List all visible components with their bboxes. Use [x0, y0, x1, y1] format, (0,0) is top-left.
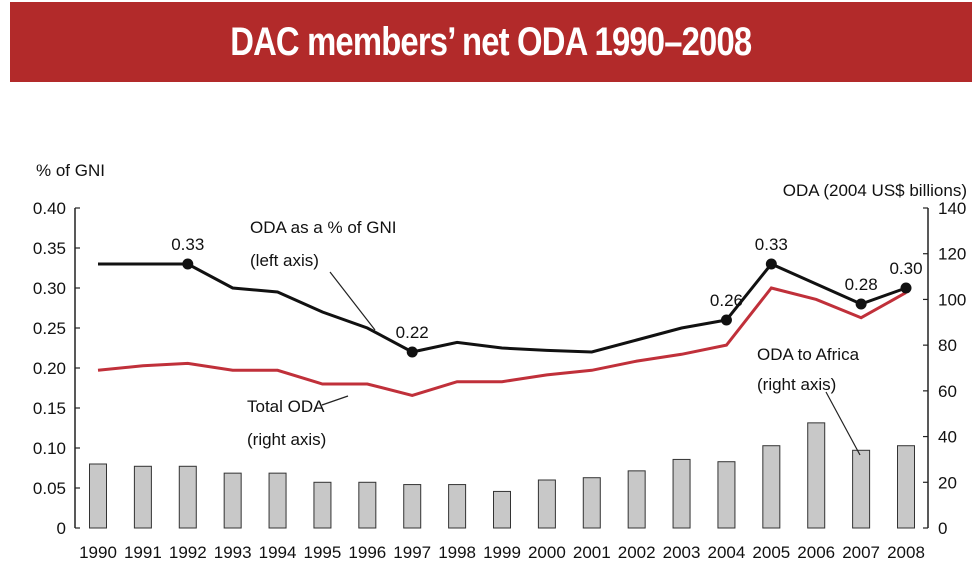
africa-bar: [627, 470, 646, 529]
africa-bar: [762, 445, 781, 529]
africa-bar: [268, 472, 287, 529]
africa-bar: [403, 484, 422, 529]
gni-annotation-line2: (left axis): [250, 251, 319, 270]
x-tick-label: 2002: [618, 543, 656, 562]
africa-bar: [717, 461, 736, 529]
left-tick-label: 0: [57, 519, 66, 538]
x-tick-label: 1996: [348, 543, 386, 562]
x-tick-label: 2005: [752, 543, 790, 562]
left-axis-title: % of GNI: [36, 161, 105, 180]
left-tick-label: 0.10: [33, 439, 66, 458]
africa-bar: [807, 422, 826, 529]
total-leader-line: [321, 395, 349, 406]
africa-bar: [89, 463, 107, 529]
right-tick-label: 80: [938, 336, 957, 355]
x-tick-label: 1992: [169, 543, 207, 562]
right-axis-title: ODA (2004 US$ billions): [783, 181, 967, 200]
right-tick-label: 120: [938, 245, 966, 264]
africa-bar: [672, 458, 691, 529]
gni-leader-line: [329, 271, 376, 331]
x-tick-label: 2008: [887, 543, 925, 562]
right-tick-label: 20: [938, 473, 957, 492]
right-tick-label: 60: [938, 382, 957, 401]
gni-marker: [900, 282, 912, 294]
marked-points: 0.33 0.22 0.26 0.33 0.28 0.30: [171, 235, 923, 358]
left-tick-label: 0.40: [33, 199, 66, 218]
left-tick-label: 0.15: [33, 399, 66, 418]
africa-bar: [313, 481, 332, 529]
gni-point-label: 0.22: [396, 323, 429, 342]
africa-annotation-line2: (right axis): [757, 375, 836, 394]
africa-bars: [89, 422, 915, 529]
x-tick-label: 2006: [797, 543, 835, 562]
left-tick-label: 0.35: [33, 239, 66, 258]
gni-point-label: 0.26: [710, 291, 743, 310]
africa-bar: [448, 484, 467, 529]
chart-title: DAC members’ net ODA 1990–2008: [230, 19, 752, 64]
left-tick-label: 0.05: [33, 479, 66, 498]
africa-bar: [223, 472, 242, 529]
total-annotation-line1: Total ODA: [247, 397, 325, 416]
x-tick-label: 1999: [483, 543, 521, 562]
x-tick-label: 2007: [842, 543, 880, 562]
left-tick-label: 0.30: [33, 279, 66, 298]
total-oda-line: [97, 286, 907, 397]
x-tick-label: 1995: [304, 543, 342, 562]
africa-bar: [582, 477, 601, 529]
gni-marker: [406, 346, 418, 358]
gni-line: [98, 262, 907, 354]
africa-bar: [178, 465, 197, 529]
x-tick-label: 1998: [438, 543, 476, 562]
left-tick-label: 0.20: [33, 359, 66, 378]
total-annotation-line2: (right axis): [247, 430, 326, 449]
annotations: [321, 271, 861, 456]
x-tick-label: 2003: [663, 543, 701, 562]
africa-bar: [493, 490, 511, 529]
right-tick-label: 0: [938, 519, 947, 538]
africa-bar: [897, 445, 915, 529]
gni-point-label: 0.30: [889, 259, 922, 278]
gni-point-label: 0.33: [171, 235, 204, 254]
gni-point-label: 0.28: [845, 275, 878, 294]
gni-annotation-line1: ODA as a % of GNI: [250, 218, 396, 237]
right-tick-label: 140: [938, 199, 966, 218]
gni-point-label: 0.33: [755, 235, 788, 254]
gni-marker: [855, 298, 867, 310]
africa-bar: [537, 479, 556, 529]
africa-annotation-line1: ODA to Africa: [757, 345, 860, 364]
axes: 0 0.05 0.10 0.15 0.20 0.25 0.30 0.35 0.40 0 20 40 60…: [33, 199, 966, 562]
x-tick-label: 1990: [79, 543, 117, 562]
x-tick-label: 2001: [573, 543, 611, 562]
x-tick-label: 1997: [393, 543, 431, 562]
x-tick-label: 2004: [708, 543, 746, 562]
africa-leader-line: [825, 391, 861, 456]
x-tick-label: 1994: [259, 543, 297, 562]
x-tick-label: 1991: [124, 543, 162, 562]
x-tick-label: 2000: [528, 543, 566, 562]
africa-bar: [852, 449, 871, 529]
africa-bar: [133, 465, 152, 529]
x-tick-label: 1993: [214, 543, 252, 562]
africa-bar: [358, 481, 377, 529]
gni-marker: [720, 314, 732, 326]
left-tick-label: 0.25: [33, 319, 66, 338]
right-tick-label: 40: [938, 428, 957, 447]
gni-marker: [182, 258, 194, 270]
title-banner: DAC members’ net ODA 1990–2008: [10, 2, 972, 82]
right-tick-label: 100: [938, 290, 966, 309]
gni-marker: [765, 258, 777, 270]
